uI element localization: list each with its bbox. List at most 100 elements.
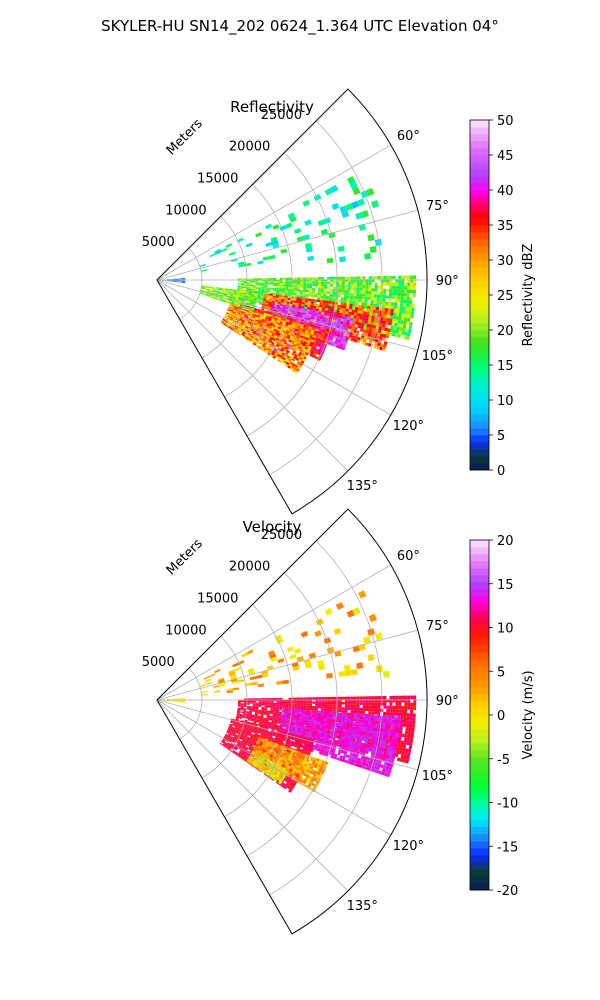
radar-gate <box>394 723 398 727</box>
radar-gate <box>388 318 393 323</box>
radar-gate <box>392 312 397 317</box>
radar-gate <box>268 303 272 306</box>
radar-gate <box>318 277 322 280</box>
radar-gate <box>305 298 309 301</box>
radar-gate <box>391 712 396 716</box>
radar-gate <box>311 290 315 293</box>
radar-gate <box>376 294 381 298</box>
radar-gate <box>246 285 250 288</box>
radar-gate <box>372 303 377 307</box>
radar-gate <box>252 324 256 328</box>
radar-gate <box>267 288 271 291</box>
radar-gate <box>356 704 360 708</box>
radar-gate <box>413 695 417 700</box>
radar-gate <box>310 331 314 336</box>
radar-gate <box>303 348 308 353</box>
radar-gate <box>397 299 401 303</box>
radar-gate <box>274 325 279 329</box>
radar-gate <box>326 291 330 294</box>
radar-gate <box>404 733 408 738</box>
radar-gate <box>366 323 371 328</box>
radar-gate <box>383 735 388 739</box>
radar-gate <box>362 710 366 714</box>
radar-gate <box>296 334 301 338</box>
radar-gate <box>362 737 366 742</box>
radar-gate <box>239 317 244 320</box>
radar-gate <box>357 310 361 314</box>
radar-gate <box>362 341 366 346</box>
radar-gate <box>249 288 253 291</box>
radar-gate <box>309 701 313 704</box>
radar-gate <box>307 721 312 724</box>
radar-gate <box>264 702 268 705</box>
radar-gate <box>323 314 327 318</box>
radar-gate <box>265 302 269 305</box>
radar-gate <box>312 305 317 309</box>
radar-gate <box>261 286 265 289</box>
radar-gate <box>302 289 306 292</box>
radar-gate <box>285 277 289 280</box>
radar-gate <box>257 296 261 299</box>
radar-gate <box>384 324 389 329</box>
radar-gate <box>352 301 356 305</box>
radar-gate <box>264 319 268 323</box>
radar-gate <box>261 284 265 286</box>
radar-gate <box>377 705 381 709</box>
radar-gate <box>255 703 259 706</box>
radar-gate <box>350 287 354 291</box>
radar-gate <box>237 705 241 707</box>
radar-gate <box>383 282 387 286</box>
radar-gate <box>272 332 276 335</box>
radar-gate <box>364 342 369 347</box>
radar-gate <box>362 290 366 294</box>
radar-gate <box>316 304 320 307</box>
radar-gate <box>275 296 279 299</box>
radar-gate <box>252 702 256 704</box>
radar-gate <box>338 281 342 285</box>
radar-gate <box>290 327 294 331</box>
radar-gate <box>267 705 271 708</box>
radar-gate <box>398 330 403 335</box>
radar-gate <box>368 285 372 289</box>
radar-gate <box>393 305 397 310</box>
radar-gate <box>323 708 327 712</box>
radar-gate <box>374 276 378 280</box>
azimuth-tick-label: 105° <box>422 349 453 364</box>
radar-gate <box>245 316 249 319</box>
radar-gate <box>322 317 327 321</box>
reflectivity-panel: Reflectivity500010000150002000025000Mete… <box>142 88 536 515</box>
radar-gate <box>258 290 262 293</box>
radar-gate <box>276 704 280 707</box>
radar-gate <box>313 332 317 336</box>
radar-gate <box>372 727 377 731</box>
radar-gate <box>298 330 302 334</box>
radar-gate <box>284 299 288 302</box>
radar-gate <box>270 281 274 283</box>
radar-gate <box>367 321 371 325</box>
radar-gate <box>315 310 319 314</box>
radar-gate <box>409 741 413 746</box>
radar-gate <box>243 278 247 280</box>
radar-gate <box>268 300 273 303</box>
radar-gate <box>333 322 338 326</box>
radar-gate <box>311 717 315 720</box>
radar-gate <box>368 696 372 700</box>
radar-gate <box>268 326 272 330</box>
radar-gate <box>257 260 264 265</box>
radar-gate <box>255 324 260 328</box>
radar-gate <box>252 707 256 710</box>
radar-gate <box>268 317 272 321</box>
radar-gate <box>367 296 371 301</box>
radar-gate <box>285 286 289 289</box>
radar-gate <box>376 724 380 729</box>
colorbar-segment <box>470 288 489 296</box>
radar-gate <box>374 291 378 295</box>
radar-gate <box>337 245 345 252</box>
radar-gate <box>403 317 408 322</box>
radar-gate <box>362 329 367 333</box>
radar-gate <box>348 732 352 736</box>
radar-gate <box>397 720 401 724</box>
radar-gate <box>290 340 295 344</box>
radar-gate <box>359 290 363 294</box>
radar-gate <box>391 719 396 724</box>
